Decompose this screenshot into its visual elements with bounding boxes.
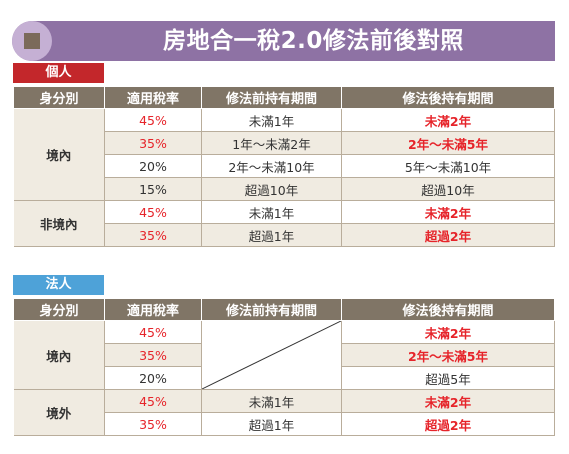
before-cell: 2年～未滿10年 bbox=[201, 154, 342, 178]
identity-cell: 非境內 bbox=[13, 200, 105, 247]
square-icon bbox=[24, 33, 40, 49]
after-cell: 未滿2年 bbox=[341, 108, 555, 132]
after-cell: 2年～未滿5年 bbox=[341, 131, 555, 155]
not-applicable-diagonal-cell bbox=[201, 320, 342, 390]
rate-cell: 20% bbox=[104, 154, 202, 178]
header-rate: 適用稅率 bbox=[104, 86, 202, 109]
table-row: 20% 超過5年 bbox=[14, 366, 555, 390]
table-row: 15% 超過10年 超過10年 bbox=[14, 177, 555, 201]
rate-cell: 20% bbox=[104, 366, 202, 390]
table-header-row: 身分別 適用稅率 修法前持有期間 修法後持有期間 bbox=[13, 298, 555, 321]
before-cell: 超過10年 bbox=[201, 177, 342, 201]
after-cell: 2年～未滿5年 bbox=[341, 343, 555, 367]
table-row: 35% 1年～未滿2年 2年～未滿5年 bbox=[14, 131, 555, 155]
section-tag-corporate: 法人 bbox=[13, 275, 104, 295]
rate-cell: 35% bbox=[104, 343, 202, 367]
rate-cell: 45% bbox=[104, 108, 202, 132]
table-row: 境內 45% 未滿1年 未滿2年 bbox=[13, 108, 555, 201]
after-cell: 超過2年 bbox=[341, 223, 555, 247]
table-row: 20% 2年～未滿10年 5年～未滿10年 bbox=[14, 154, 555, 178]
before-cell: 未滿1年 bbox=[201, 108, 342, 132]
title-banner: 房地合一稅2.0修法前後對照 bbox=[12, 21, 555, 61]
table-row: 35% 超過1年 超過2年 bbox=[14, 223, 555, 247]
corporate-table: 身分別 適用稅率 修法前持有期間 修法後持有期間 境內 45% 未滿2年 35%… bbox=[13, 298, 555, 436]
section-tag-individual: 個人 bbox=[13, 63, 104, 83]
before-cell: 未滿1年 bbox=[201, 389, 342, 413]
rate-cell: 45% bbox=[104, 389, 202, 413]
rate-cell: 35% bbox=[104, 412, 202, 436]
header-before: 修法前持有期間 bbox=[201, 298, 342, 321]
header-rate: 適用稅率 bbox=[104, 298, 202, 321]
rate-cell: 35% bbox=[104, 223, 202, 247]
table-row: 35% 超過1年 超過2年 bbox=[14, 412, 555, 436]
header-identity: 身分別 bbox=[13, 86, 105, 109]
identity-cell: 境內 bbox=[13, 320, 105, 390]
after-cell: 超過5年 bbox=[341, 366, 555, 390]
after-cell: 未滿2年 bbox=[341, 320, 555, 344]
before-cell: 超過1年 bbox=[201, 223, 342, 247]
table-header-row: 身分別 適用稅率 修法前持有期間 修法後持有期間 bbox=[13, 86, 555, 109]
diagonal-line bbox=[202, 321, 341, 389]
header-after: 修法後持有期間 bbox=[341, 298, 555, 321]
rate-cell: 45% bbox=[104, 320, 202, 344]
rate-cell: 35% bbox=[104, 131, 202, 155]
before-cell: 未滿1年 bbox=[201, 200, 342, 224]
before-cell: 1年～未滿2年 bbox=[201, 131, 342, 155]
before-cell: 超過1年 bbox=[201, 412, 342, 436]
header-identity: 身分別 bbox=[13, 298, 105, 321]
after-cell: 超過10年 bbox=[341, 177, 555, 201]
after-cell: 5年～未滿10年 bbox=[341, 154, 555, 178]
table-row: 境內 45% 未滿2年 bbox=[13, 320, 555, 390]
header-after: 修法後持有期間 bbox=[341, 86, 555, 109]
rate-cell: 15% bbox=[104, 177, 202, 201]
header-before: 修法前持有期間 bbox=[201, 86, 342, 109]
after-cell: 未滿2年 bbox=[341, 389, 555, 413]
after-cell: 超過2年 bbox=[341, 412, 555, 436]
identity-cell: 境外 bbox=[13, 389, 105, 436]
rate-cell: 45% bbox=[104, 200, 202, 224]
identity-cell: 境內 bbox=[13, 108, 105, 201]
after-cell: 未滿2年 bbox=[341, 200, 555, 224]
table-row: 非境內 45% 未滿1年 未滿2年 bbox=[13, 200, 555, 247]
individual-table: 身分別 適用稅率 修法前持有期間 修法後持有期間 境內 45% 未滿1年 未滿2… bbox=[13, 86, 555, 247]
table-row: 境外 45% 未滿1年 未滿2年 bbox=[13, 389, 555, 436]
page-title: 房地合一稅2.0修法前後對照 bbox=[163, 28, 464, 54]
table-row: 35% 2年～未滿5年 bbox=[14, 343, 555, 367]
